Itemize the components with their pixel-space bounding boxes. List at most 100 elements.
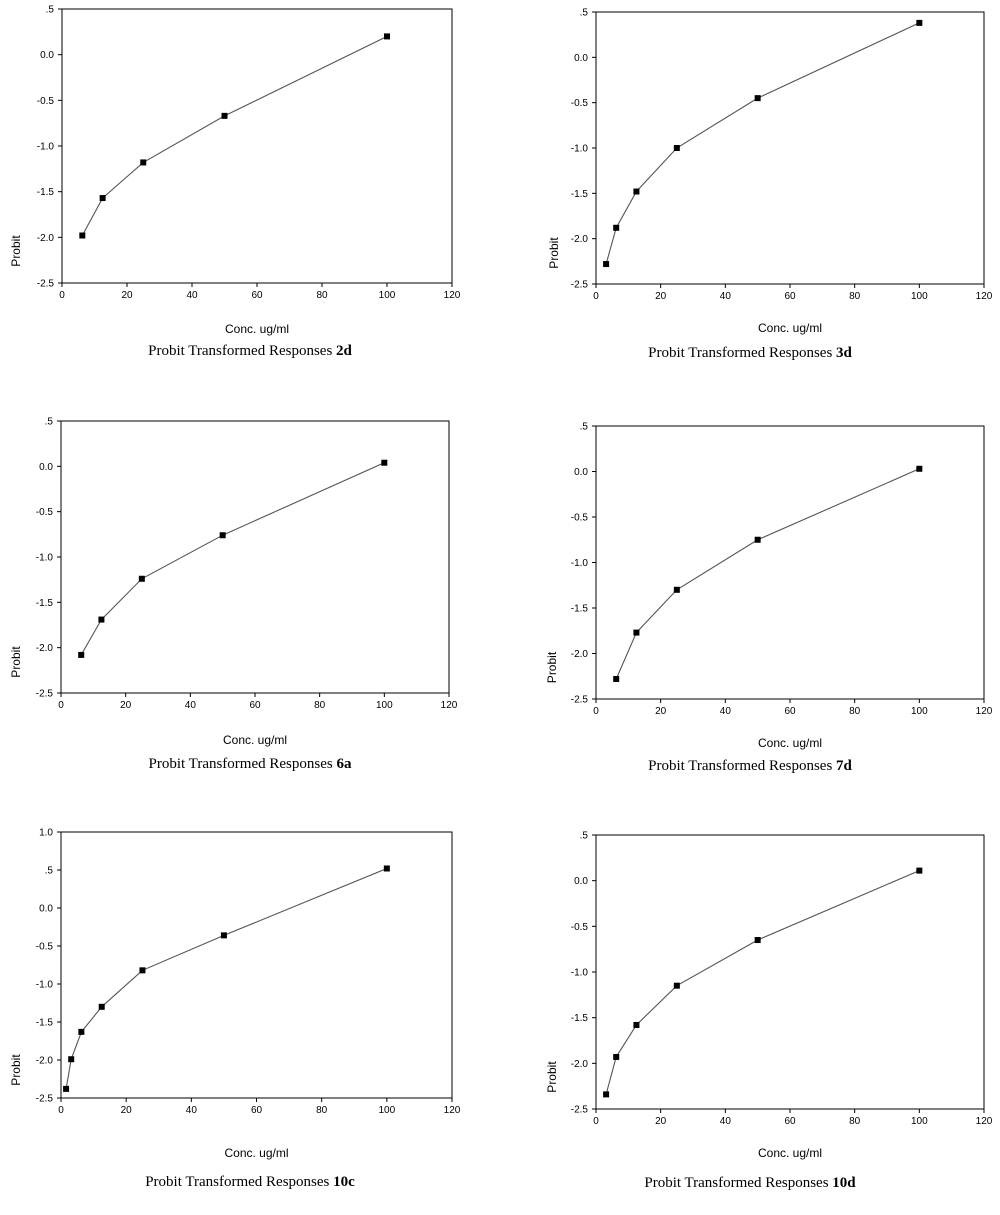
x-tick-label: 0 [59,290,65,301]
x-tick-label: 20 [655,1116,667,1127]
x-tick-label: 20 [121,290,133,301]
y-tick-label: -0.5 [571,922,589,933]
x-tick-label: 120 [444,1105,461,1116]
x-tick-label: 120 [976,1116,993,1127]
x-tick-label: 40 [186,290,198,301]
x-tick-label: 80 [316,1105,328,1116]
y-tick-label: -1.5 [36,1018,54,1029]
data-point [79,232,86,239]
y-tick-label: -0.5 [37,96,55,107]
chart-svg: -2.5 -2.0 -1.5 -1.0 -0.5 0.0 .5 0 20 40 60 80 100 120… [545,422,993,751]
x-axis-label: Conc. ug/ml [223,733,287,747]
y-tick-label: -1.0 [37,142,55,153]
y-tick-label: -2.5 [571,280,589,291]
data-point [384,33,390,40]
x-axis-label: Conc. ug/ml [225,322,289,336]
chart-panel-7d: -2.5 -2.0 -1.5 -1.0 -0.5 0.0 .5 0 20 40 60 80 100 120… [500,410,1000,810]
chart-svg: -2.5 -2.0 -1.5 -1.0 -0.5 0.0 .5 0 20 40 60 80 100 120… [9,417,458,748]
x-tick-label: 0 [58,1105,64,1116]
y-tick-label: -2.5 [37,279,55,290]
y-tick-label: 0.0 [39,904,53,915]
y-tick-label: -1.5 [36,598,54,609]
x-tick-label: 60 [784,291,796,302]
data-point [754,95,761,102]
y-tick-label: -1.0 [36,980,54,991]
x-tick-label: 40 [720,706,732,717]
y-tick-label: 0.0 [39,462,53,473]
caption-text: Probit Transformed Responses [148,756,333,772]
series-line [65,867,388,1089]
caption-compound: 3d [836,345,852,361]
y-axis-label: Probit [9,235,23,267]
data-point [673,586,680,593]
x-tick-label: 20 [655,291,667,302]
x-tick-label: 100 [911,1116,928,1127]
caption-text: Probit Transformed Responses [145,1174,330,1190]
y-tick-label: -0.5 [36,942,54,953]
x-tick-label: 20 [655,706,667,717]
x-tick-label: 120 [444,290,461,301]
data-point [673,145,680,151]
x-tick-label: 60 [784,706,796,717]
caption-text: Probit Transformed Responses [644,1175,829,1191]
chart-svg: -2.5 -2.0 -1.5 -1.0 -0.5 0.0 .5 0 20 40 60 80 100 120… [9,5,461,337]
x-tick-label: 60 [251,1105,263,1116]
x-tick-label: 80 [849,706,861,717]
chart-caption: Probit Transformed Responses 10c [0,1174,500,1191]
plot-frame [595,834,985,1110]
series-line [605,870,920,1095]
caption-text: Probit Transformed Responses [648,345,833,361]
caption-compound: 2d [336,343,352,359]
y-tick-label: -1.0 [571,144,589,155]
data-point [381,459,388,466]
x-tick-label: 120 [976,706,993,717]
y-tick-label: -0.5 [571,513,589,524]
y-tick-label: -1.5 [571,189,589,200]
data-point [916,867,923,874]
plot-frame [595,425,985,700]
chart-panel-10c: -2.5 -2.0 -1.5 -1.0 -0.5 0.0 .5 1.0 0 20 40 60 80 100… [0,815,500,1215]
data-point [99,195,106,202]
y-tick-label: .5 [580,422,589,433]
x-tick-label: 80 [849,291,861,302]
data-point [98,616,105,623]
y-axis-label: Probit [9,646,23,678]
data-point [68,1056,75,1063]
plot-frame [60,831,453,1099]
data-point [138,575,145,582]
y-tick-label: -1.5 [571,1013,589,1024]
chart-svg: -2.5 -2.0 -1.5 -1.0 -0.5 0.0 .5 1.0 0 20 40 60 80 100… [9,828,461,1161]
x-tick-label: 120 [976,291,993,302]
caption-text: Probit Transformed Responses [648,758,833,774]
y-tick-label: -2.0 [36,643,54,654]
chart-caption: Probit Transformed Responses 3d [500,345,1000,362]
x-tick-label: 20 [121,1105,133,1116]
x-tick-label: 0 [593,1116,599,1127]
x-tick-label: 100 [911,291,928,302]
x-tick-label: 120 [441,700,458,711]
chart-panel-2d: -2.5 -2.0 -1.5 -1.0 -0.5 0.0 .5 0 20 40 60 80 100 120… [0,0,500,400]
y-axis-label: Probit [547,237,561,269]
caption-compound: 10c [333,1174,355,1190]
x-tick-label: 0 [593,291,599,302]
x-tick-label: 100 [376,700,393,711]
data-point [78,1028,85,1035]
y-tick-label: -1.5 [37,187,55,198]
y-axis-label: Probit [545,651,559,683]
chart-svg: -2.5 -2.0 -1.5 -1.0 -0.5 0.0 .5 0 20 40 60 80 100 120… [547,8,993,336]
x-tick-label: 100 [379,290,396,301]
y-tick-label: .5 [580,8,589,19]
y-tick-label: -2.0 [36,1056,54,1067]
y-tick-label: 0.0 [574,467,588,478]
chart-caption: Probit Transformed Responses 6a [0,756,500,773]
y-tick-label: -2.5 [571,695,589,706]
data-point [673,982,680,989]
data-point [63,1085,70,1092]
series-line [605,22,920,265]
plot-frame [61,8,453,284]
y-tick-label: -2.5 [36,689,54,700]
x-tick-label: 20 [120,700,132,711]
x-tick-label: 60 [249,700,261,711]
plot-frame [60,420,450,694]
plot-frame [595,11,985,285]
